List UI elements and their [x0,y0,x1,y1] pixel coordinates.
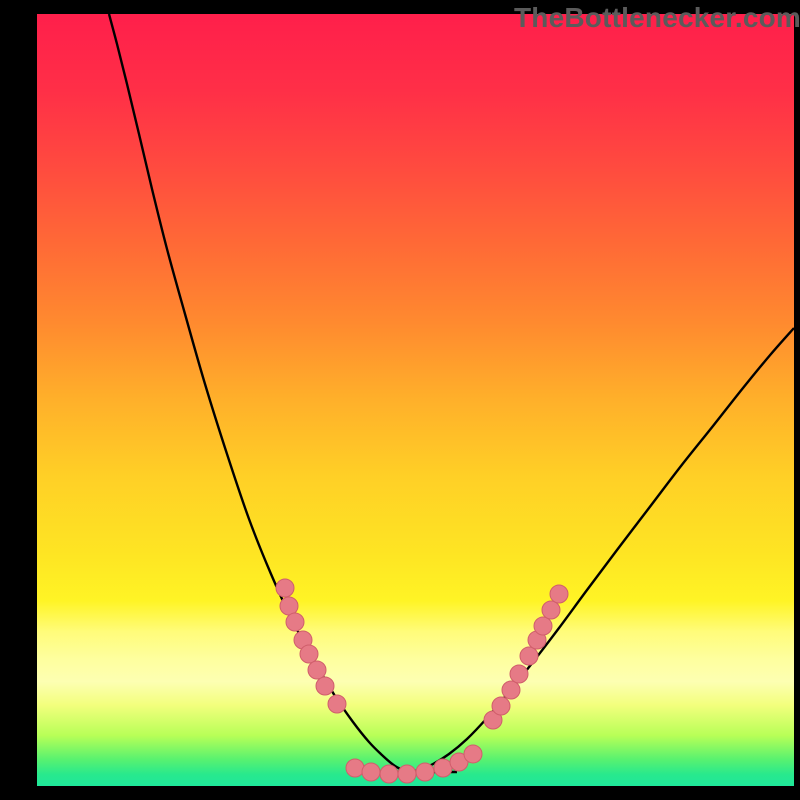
bead-marker [416,763,434,781]
bead-marker [502,681,520,699]
bead-marker [328,695,346,713]
bead-marker [286,613,304,631]
bottleneck-chart [37,14,794,786]
bead-marker [316,677,334,695]
bead-marker [550,585,568,603]
bead-marker [464,745,482,763]
bead-marker [300,645,318,663]
bead-marker [434,759,452,777]
watermark-text: TheBottlenecker.com [514,2,800,34]
bead-marker [308,661,326,679]
bead-marker [346,759,364,777]
gradient-background [37,14,794,786]
bead-marker [276,579,294,597]
bead-marker [380,765,398,783]
bead-marker [492,697,510,715]
bead-marker [510,665,528,683]
bead-marker [534,617,552,635]
bead-marker [362,763,380,781]
bead-marker [280,597,298,615]
bead-marker [520,647,538,665]
bead-marker [398,765,416,783]
bead-marker [542,601,560,619]
